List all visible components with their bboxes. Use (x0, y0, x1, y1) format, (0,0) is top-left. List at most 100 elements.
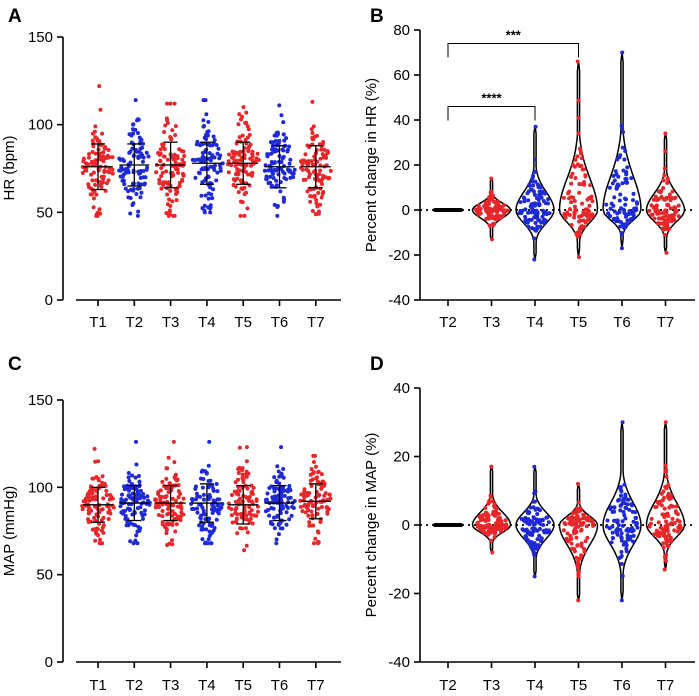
data-point (625, 526, 630, 531)
data-point (535, 224, 540, 229)
data-point (135, 541, 140, 546)
x-tick-label: T3 (483, 677, 501, 694)
data-point (663, 463, 668, 468)
data-point (246, 127, 251, 132)
y-tick-label: 100 (28, 117, 53, 134)
data-point (197, 157, 202, 162)
data-point (315, 479, 320, 484)
data-point (173, 476, 178, 481)
data-point (274, 541, 279, 546)
data-point (284, 522, 289, 527)
data-point (539, 537, 544, 542)
data-point (172, 152, 177, 157)
data-point (321, 140, 326, 145)
data-point (83, 168, 88, 173)
data-point (535, 537, 540, 542)
data-point (494, 527, 499, 532)
data-point (131, 201, 136, 206)
data-point (496, 516, 501, 521)
data-point (130, 473, 135, 478)
data-point (478, 206, 483, 211)
data-point (206, 119, 211, 124)
data-point (569, 222, 574, 227)
data-point (303, 177, 308, 182)
data-point (288, 169, 293, 174)
data-point (562, 521, 567, 526)
data-point (92, 515, 97, 520)
data-point (281, 148, 286, 153)
data-point (569, 541, 574, 546)
data-point (162, 130, 167, 135)
data-point (668, 214, 673, 219)
data-point (670, 516, 675, 521)
data-point (673, 209, 678, 214)
data-point (96, 478, 101, 483)
data-point (583, 174, 588, 179)
data-point (126, 195, 131, 200)
data-point (237, 445, 242, 450)
data-point (244, 472, 249, 477)
data-point (159, 165, 164, 170)
data-point (165, 157, 170, 162)
data-point (588, 183, 593, 188)
data-point (94, 178, 99, 183)
data-point (612, 209, 617, 214)
data-point (159, 494, 164, 499)
data-point (537, 203, 542, 208)
data-point (278, 189, 283, 194)
data-point (274, 478, 279, 483)
data-point (580, 167, 585, 172)
data-point (310, 130, 315, 135)
data-point (175, 190, 180, 195)
data-point (677, 519, 682, 524)
data-point (572, 215, 577, 220)
data-point (86, 517, 91, 522)
data-point (205, 133, 210, 138)
data-point (238, 213, 243, 218)
data-point (665, 202, 670, 207)
data-point (517, 211, 522, 216)
data-point (619, 246, 624, 251)
data-point (503, 518, 508, 523)
data-point (245, 530, 250, 535)
data-point (87, 185, 92, 190)
data-point (573, 157, 578, 162)
data-point (200, 151, 205, 156)
data-point (532, 464, 537, 469)
data-point (302, 503, 307, 508)
data-point (532, 499, 537, 504)
data-point (622, 157, 627, 162)
data-point (80, 171, 85, 176)
data-point (164, 486, 169, 491)
data-point (97, 151, 102, 156)
data-point (122, 509, 127, 514)
data-point (575, 154, 580, 159)
data-point (623, 494, 628, 499)
data-point (172, 460, 177, 465)
data-point (499, 526, 504, 531)
data-point (614, 172, 619, 177)
data-point (181, 496, 186, 501)
data-point (310, 208, 315, 213)
data-point (310, 513, 315, 518)
data-point (619, 531, 624, 536)
data-point (577, 556, 582, 561)
data-point (483, 530, 488, 535)
data-point (256, 509, 261, 514)
data-point (649, 516, 654, 521)
data-point (98, 107, 103, 112)
data-point (200, 180, 205, 185)
data-point (170, 542, 175, 547)
data-point (173, 133, 178, 138)
panel-label-B: B (370, 6, 384, 27)
data-point (634, 515, 639, 520)
x-tick-label: T3 (483, 314, 501, 331)
data-point (131, 522, 136, 527)
data-point (662, 506, 667, 511)
panel-label-A: A (8, 6, 22, 27)
data-point (244, 190, 249, 195)
data-point (130, 512, 135, 517)
data-point (624, 549, 629, 554)
data-point (179, 510, 184, 515)
data-point (237, 135, 242, 140)
